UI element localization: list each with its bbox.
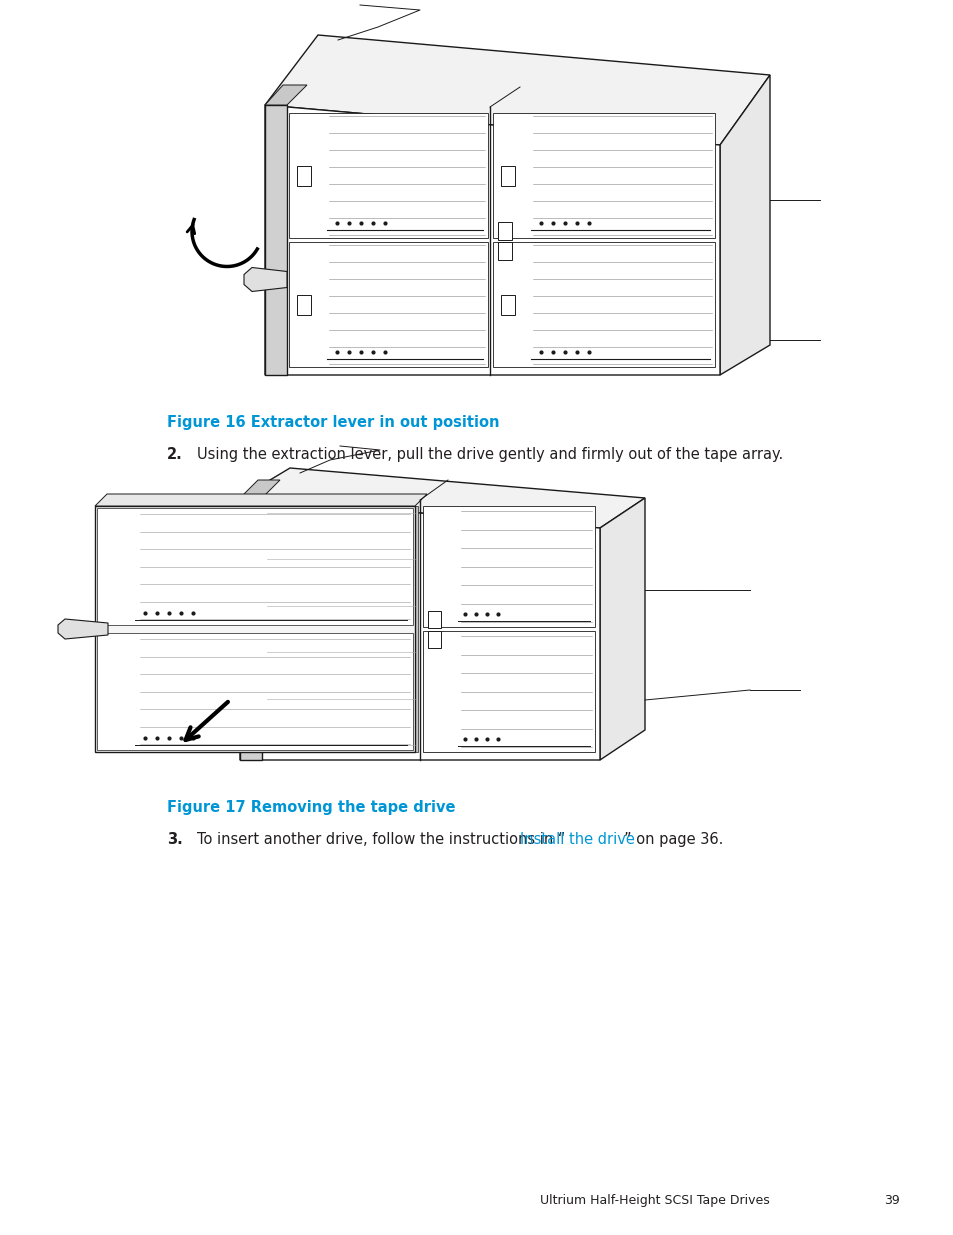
Polygon shape bbox=[265, 85, 307, 105]
Bar bbox=[422, 631, 595, 752]
Text: Using the extraction lever, pull the drive gently and firmly out of the tape arr: Using the extraction lever, pull the dri… bbox=[196, 447, 782, 462]
Bar bbox=[296, 165, 311, 185]
Polygon shape bbox=[240, 468, 644, 529]
Bar bbox=[289, 112, 488, 238]
Polygon shape bbox=[95, 506, 415, 752]
Polygon shape bbox=[95, 494, 427, 506]
Text: To insert another drive, follow the instructions in “: To insert another drive, follow the inst… bbox=[196, 832, 565, 847]
Bar bbox=[428, 611, 440, 629]
Text: Ultrium Half-Height SCSI Tape Drives: Ultrium Half-Height SCSI Tape Drives bbox=[539, 1194, 769, 1207]
Polygon shape bbox=[58, 619, 108, 638]
Bar bbox=[264, 506, 417, 752]
Bar bbox=[493, 112, 714, 238]
Bar bbox=[500, 165, 515, 185]
Bar bbox=[296, 294, 311, 315]
Bar bbox=[493, 242, 714, 367]
Text: 2.: 2. bbox=[167, 447, 183, 462]
Text: Figure 16 Extractor lever in out position: Figure 16 Extractor lever in out positio… bbox=[167, 415, 499, 430]
Polygon shape bbox=[599, 498, 644, 760]
Polygon shape bbox=[240, 498, 599, 760]
Polygon shape bbox=[265, 105, 720, 375]
Bar bbox=[289, 242, 488, 367]
Bar bbox=[497, 222, 512, 240]
Text: 3.: 3. bbox=[167, 832, 183, 847]
Text: ” on page 36.: ” on page 36. bbox=[623, 832, 722, 847]
Polygon shape bbox=[240, 498, 262, 760]
Bar bbox=[97, 634, 413, 750]
Bar bbox=[428, 631, 440, 648]
Bar bbox=[422, 506, 595, 627]
Bar bbox=[97, 508, 413, 625]
Bar bbox=[500, 294, 515, 315]
Polygon shape bbox=[265, 35, 769, 144]
Polygon shape bbox=[265, 105, 287, 375]
Text: Install the drive: Install the drive bbox=[519, 832, 635, 847]
Bar bbox=[497, 242, 512, 261]
Polygon shape bbox=[240, 480, 280, 498]
Text: 39: 39 bbox=[883, 1194, 899, 1207]
Text: Figure 17 Removing the tape drive: Figure 17 Removing the tape drive bbox=[167, 800, 455, 815]
Polygon shape bbox=[720, 75, 769, 375]
Polygon shape bbox=[244, 268, 287, 291]
